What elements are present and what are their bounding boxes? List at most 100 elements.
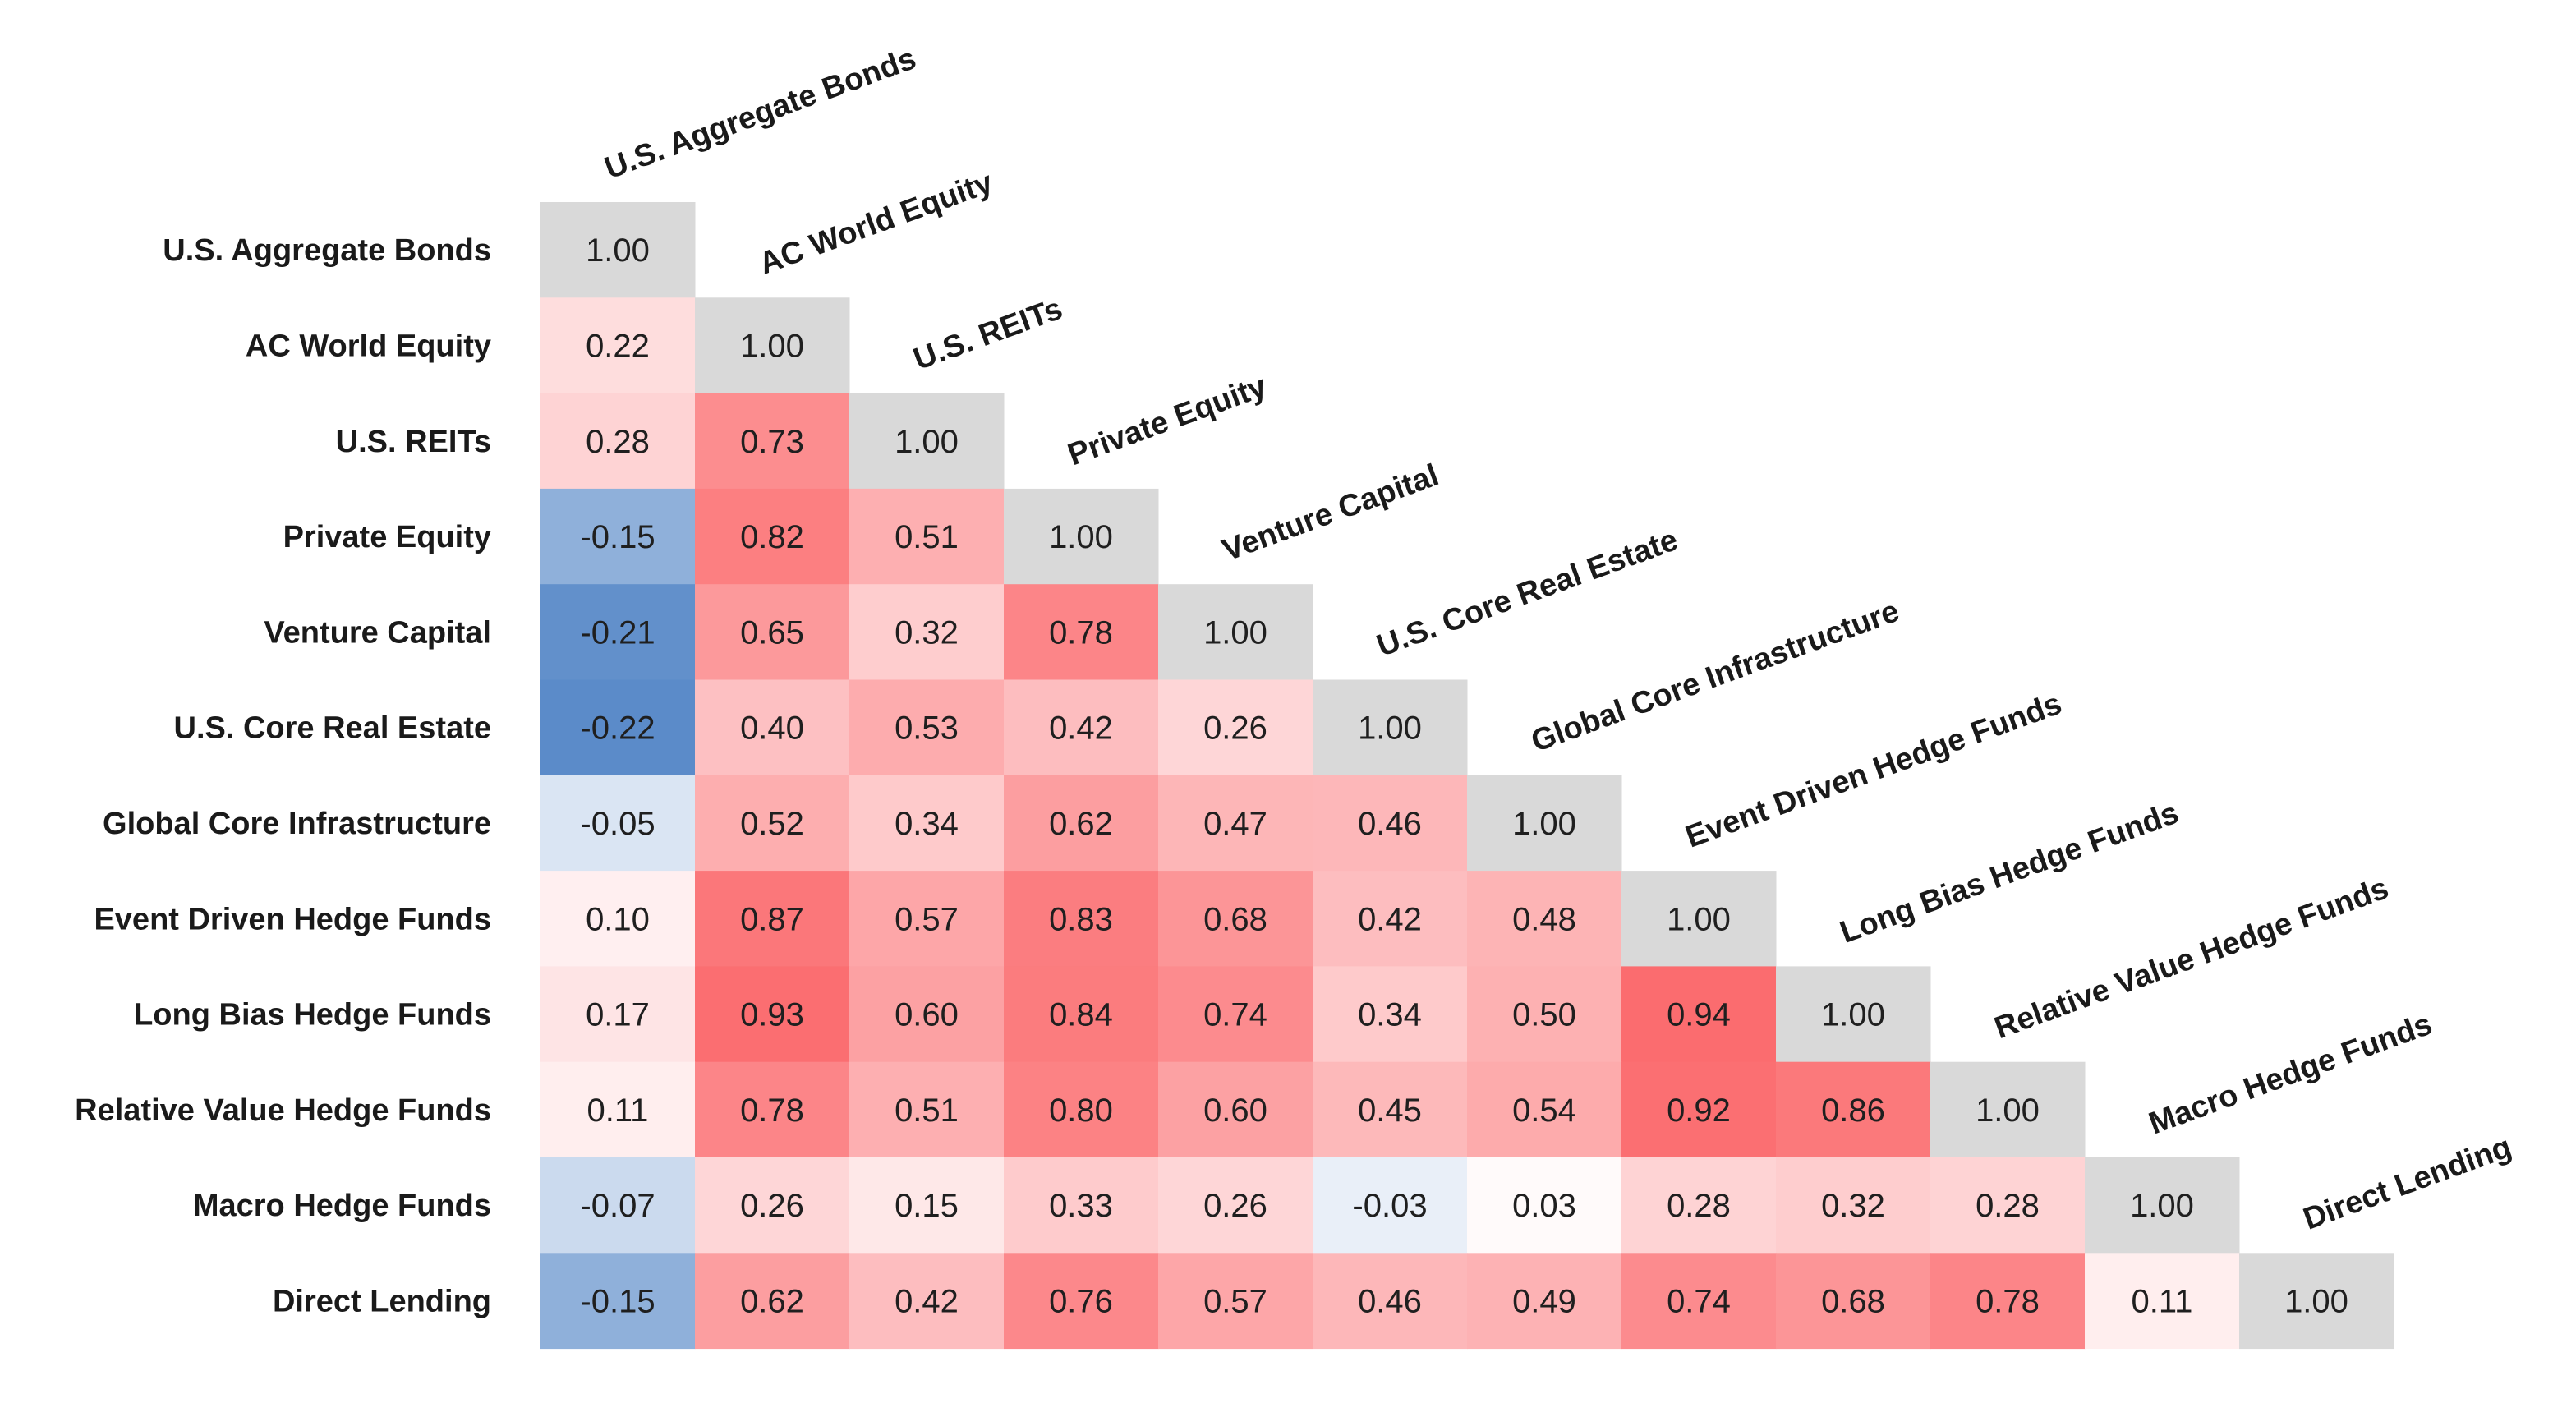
heatmap-cell-value: -0.21 [580, 614, 655, 651]
heatmap-cell-value: 0.51 [895, 1092, 959, 1129]
heatmap-cell-value: 0.48 [1512, 901, 1576, 937]
heatmap-cell [695, 775, 850, 872]
heatmap-cell-value: 1.00 [1976, 1092, 2040, 1129]
heatmap-cell [1004, 871, 1159, 967]
row-label: Venture Capital [264, 615, 491, 650]
heatmap-cell [1622, 1157, 1777, 1254]
column-label: AC World Equity [755, 165, 997, 282]
heatmap-cell-value: 0.78 [740, 1092, 804, 1129]
heatmap-cell [1158, 679, 1313, 776]
heatmap-cell-value: 0.32 [1821, 1188, 1885, 1224]
heatmap-cell [695, 966, 850, 1063]
column-label: Long Bias Hedge Funds [1836, 796, 2183, 950]
heatmap-cell-value: 0.78 [1976, 1283, 2040, 1319]
heatmap-cell-value: 0.34 [1358, 997, 1422, 1033]
heatmap-cell-value: 0.22 [586, 328, 650, 364]
heatmap-cell [1622, 1061, 1777, 1158]
heatmap-cell [849, 775, 1005, 872]
heatmap-cell [695, 297, 850, 394]
heatmap-cell-value: 0.84 [1049, 997, 1113, 1033]
heatmap-cell-value: 0.52 [740, 806, 804, 842]
heatmap-cell-value: 0.42 [1049, 711, 1113, 747]
heatmap-cell-value: 0.34 [895, 806, 959, 842]
heatmap-cell-value: 0.11 [587, 1092, 649, 1129]
heatmap-cell [540, 966, 696, 1063]
heatmap-cell-value: -0.05 [580, 806, 655, 842]
heatmap-cell-value: 0.28 [1976, 1188, 2040, 1224]
heatmap-cell [1622, 871, 1777, 967]
heatmap-cell-value: 0.94 [1667, 997, 1731, 1033]
heatmap-cell-value: 0.74 [1667, 1283, 1731, 1319]
heatmap-cell [1313, 679, 1468, 776]
row-label: Global Core Infrastructure [103, 807, 491, 841]
heatmap-cell-value: 0.54 [1512, 1092, 1576, 1129]
heatmap-cell-value: 0.42 [1358, 901, 1422, 937]
heatmap-cell [1622, 966, 1777, 1063]
heatmap-cell-value: 0.93 [740, 997, 804, 1033]
heatmap-cell-value: -0.22 [580, 711, 655, 747]
heatmap-cell [1622, 1253, 1777, 1350]
heatmap-cell [1313, 775, 1468, 872]
heatmap-cell [695, 679, 850, 776]
heatmap-cell-value: 1.00 [1512, 806, 1576, 842]
heatmap-cell-values: 1.00 0.22 1.00 0.28 0.73 1.00 -0.15 0.82 0.51 1.0… [580, 232, 2348, 1319]
heatmap-cell [1930, 1061, 2086, 1158]
heatmap-cell [540, 202, 696, 298]
heatmap-cell [849, 393, 1005, 490]
heatmap-cell-value: 0.78 [1049, 614, 1113, 651]
heatmap-cell [1467, 775, 1622, 872]
heatmap-cell-value: 0.51 [895, 519, 959, 555]
heatmap-cell-value: 0.57 [1203, 1283, 1267, 1319]
heatmap-cell-value: -0.07 [580, 1188, 655, 1224]
heatmap-cell [849, 966, 1005, 1063]
heatmap-cell [540, 1061, 696, 1158]
row-label: U.S. Aggregate Bonds [163, 233, 491, 268]
heatmap-cell [1004, 1157, 1159, 1254]
heatmap-cell-value: 1.00 [2130, 1188, 2194, 1224]
heatmap-cell-value: 0.26 [740, 1188, 804, 1224]
heatmap-cell-value: 0.42 [895, 1283, 959, 1319]
column-label: Macro Hedge Funds [2145, 1007, 2437, 1142]
heatmap-cell-value: 0.87 [740, 901, 804, 937]
heatmap-cell-value: 0.76 [1049, 1283, 1113, 1319]
heatmap-cell-value: 1.00 [1049, 519, 1113, 555]
heatmap-cell [1158, 1061, 1313, 1158]
heatmap-cell [1467, 966, 1622, 1063]
heatmap-cell [1313, 1061, 1468, 1158]
heatmap-cell [1467, 1061, 1622, 1158]
heatmap-cell-value: 0.57 [895, 901, 959, 937]
row-label: Relative Value Hedge Funds [75, 1093, 491, 1128]
heatmap-cell-value: 0.28 [586, 424, 650, 460]
row-label: U.S. Core Real Estate [174, 711, 491, 746]
heatmap-cells [540, 202, 2394, 1350]
heatmap-cell [1776, 966, 1931, 1063]
heatmap-cell [1158, 871, 1313, 967]
heatmap-cell-value: 1.00 [740, 328, 804, 364]
heatmap-cell [1467, 1157, 1622, 1254]
heatmap-cell [540, 775, 696, 872]
heatmap-cell-value: 0.83 [1049, 901, 1113, 937]
heatmap-cell-value: 0.26 [1203, 1188, 1267, 1224]
column-label: Event Driven Hedge Funds [1681, 687, 2067, 855]
heatmap-cell [1158, 584, 1313, 680]
heatmap-cell-value: 0.10 [586, 901, 650, 937]
heatmap-cell-value: 1.00 [1821, 997, 1885, 1033]
heatmap-cell-value: 0.74 [1203, 997, 1267, 1033]
heatmap-cell [695, 1157, 850, 1254]
heatmap-cell [695, 1061, 850, 1158]
heatmap-cell-value: 1.00 [1667, 901, 1731, 937]
heatmap-cell [540, 393, 696, 490]
row-label: Long Bias Hedge Funds [134, 998, 491, 1033]
heatmap-cell [1313, 871, 1468, 967]
heatmap-cell-value: 0.17 [586, 997, 650, 1033]
heatmap-cell-value: 1.00 [895, 424, 959, 460]
heatmap-cell [695, 488, 850, 585]
row-label: AC World Equity [246, 329, 491, 363]
heatmap-cell [695, 1253, 850, 1350]
heatmap-cell-value: 0.65 [740, 614, 804, 651]
heatmap-cell [1004, 488, 1159, 585]
heatmap-cell [849, 871, 1005, 967]
heatmap-cell-value: 0.40 [740, 711, 804, 747]
heatmap-cell [540, 1253, 696, 1350]
heatmap-cell-value: 0.82 [740, 519, 804, 555]
